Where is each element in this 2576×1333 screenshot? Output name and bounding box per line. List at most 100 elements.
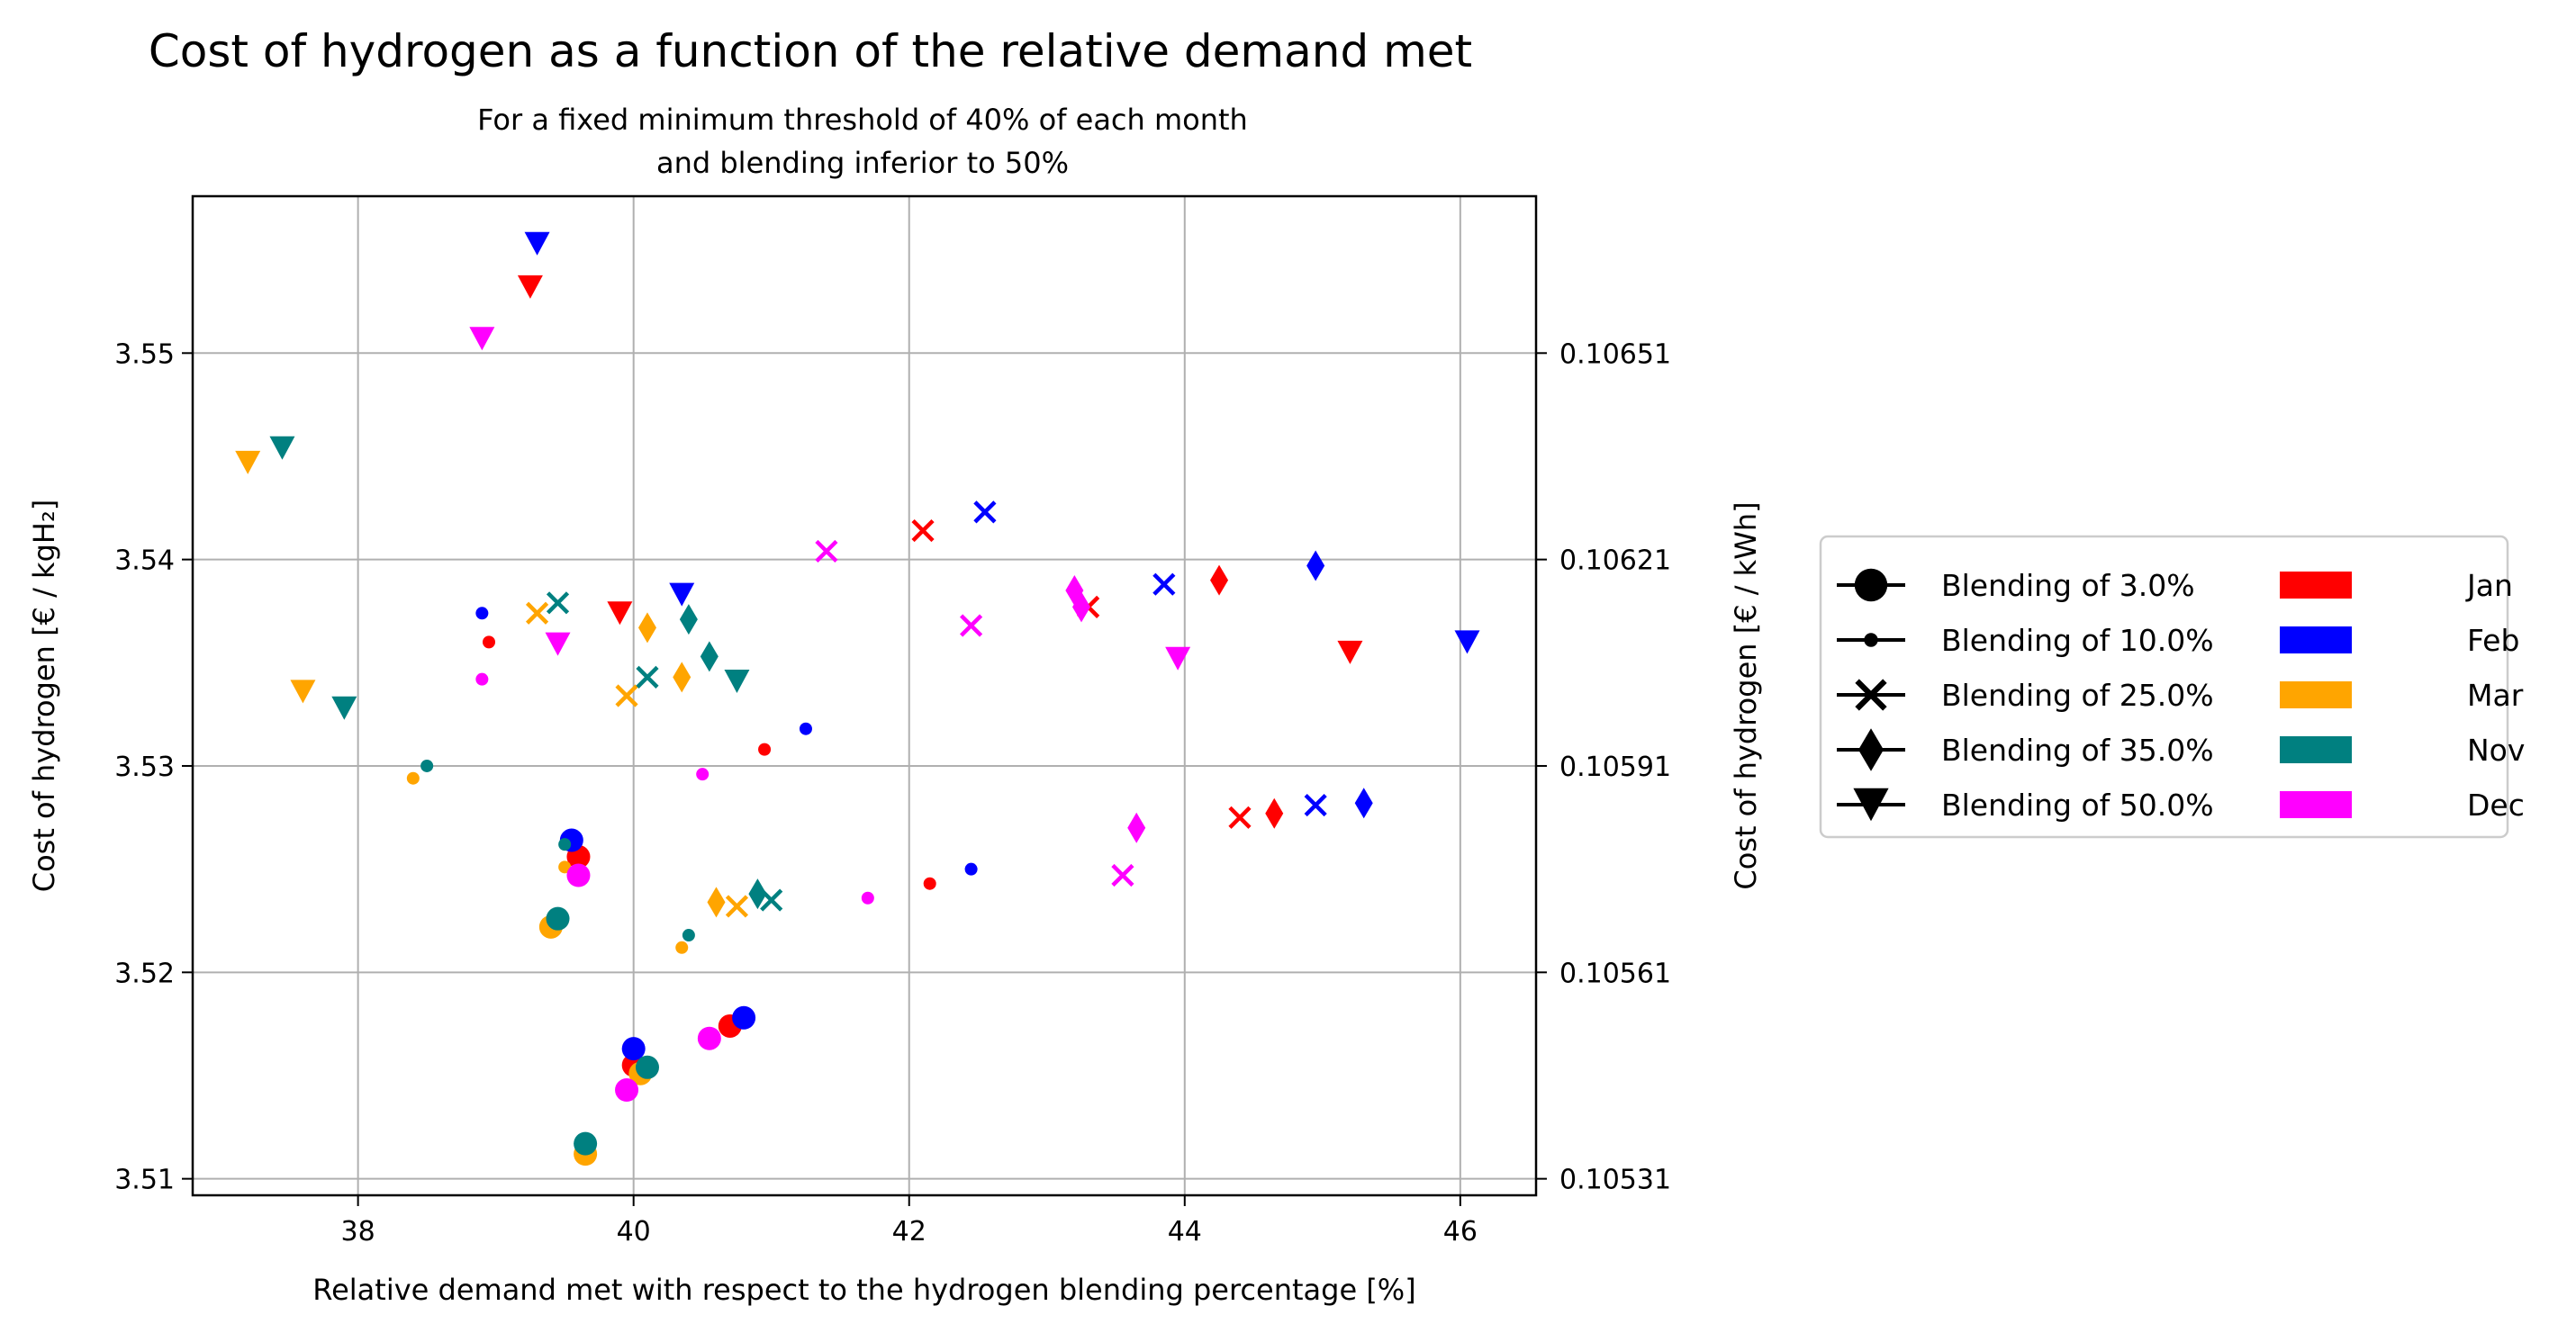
data-point-nov-diamond bbox=[748, 878, 767, 910]
data-point-jan-circle-small bbox=[758, 743, 772, 756]
data-point-feb-triangle-down bbox=[1454, 630, 1480, 654]
y2-axis-label: Cost of hydrogen [€ / kWh] bbox=[1729, 501, 1763, 889]
data-points bbox=[235, 231, 1480, 1166]
data-point-dec-diamond bbox=[1127, 812, 1146, 843]
legend-label: Blending of 50.0% bbox=[1941, 788, 2214, 823]
data-point-dec-x bbox=[815, 539, 838, 563]
data-point-mar-circle-small bbox=[675, 941, 689, 954]
data-point-jan-triangle-down bbox=[607, 601, 633, 626]
x-axis-label: Relative demand met with respect to the … bbox=[312, 1273, 1415, 1307]
grid-lines bbox=[193, 196, 1536, 1195]
data-point-nov-circle-small bbox=[420, 759, 434, 772]
legend-marker-diamond bbox=[1858, 728, 1884, 771]
data-point-feb-triangle-down bbox=[669, 582, 695, 607]
y-tick-label: 3.54 bbox=[114, 545, 175, 577]
data-point-dec-circle-large bbox=[566, 863, 591, 887]
y-tick-label: 3.55 bbox=[114, 338, 175, 370]
data-point-jan-diamond bbox=[1210, 564, 1229, 596]
data-point-jan-triangle-down bbox=[517, 275, 543, 299]
data-point-mar-x bbox=[615, 684, 638, 707]
data-point-nov-circle-large bbox=[546, 906, 570, 931]
legend-label: Blending of 3.0% bbox=[1941, 568, 2195, 603]
y-tick-label: 3.53 bbox=[114, 752, 175, 783]
data-point-nov-x bbox=[546, 591, 570, 615]
y-axis-label: Cost of hydrogen [€ / kgH₂] bbox=[27, 500, 61, 893]
data-point-feb-diamond bbox=[1306, 550, 1325, 581]
legend-marker-circle-large bbox=[1854, 568, 1888, 602]
legend: Blending of 3.0% Blending of 10.0% Blendin… bbox=[1819, 535, 2525, 839]
legend-swatch-dec bbox=[2280, 791, 2352, 818]
legend-swatch-nov bbox=[2280, 736, 2352, 763]
legend-swatch-mar bbox=[2280, 681, 2352, 708]
data-point-feb-circle-small bbox=[964, 862, 978, 876]
data-point-mar-circle-small bbox=[406, 771, 420, 785]
data-point-feb-circle-large bbox=[621, 1037, 646, 1061]
x-tick-label: 46 bbox=[1443, 1216, 1478, 1247]
legend-label: Blending of 10.0% bbox=[1941, 623, 2214, 658]
y2-tick-label: 0.10621 bbox=[1559, 545, 1671, 577]
data-point-jan-x bbox=[911, 518, 935, 543]
data-point-nov-x bbox=[636, 665, 659, 689]
data-point-jan-circle-small bbox=[923, 877, 936, 890]
legend-swatch-feb bbox=[2280, 626, 2352, 653]
data-point-feb-circle-large bbox=[732, 1005, 756, 1030]
legend-month-label: Nov bbox=[2467, 733, 2525, 768]
y-tick-label: 3.52 bbox=[114, 958, 175, 989]
data-point-nov-triangle-down bbox=[331, 696, 357, 720]
chart-subtitle-line-2: and blending inferior to 50% bbox=[656, 146, 1069, 180]
data-point-jan-circle-small bbox=[483, 635, 496, 649]
data-point-dec-circle-small bbox=[696, 768, 710, 781]
data-point-dec-circle-small bbox=[861, 891, 874, 905]
y2-tick-label: 0.10561 bbox=[1559, 958, 1671, 989]
data-point-mar-diamond bbox=[707, 887, 726, 918]
data-point-nov-circle-large bbox=[574, 1131, 598, 1156]
data-point-dec-circle-large bbox=[615, 1078, 639, 1103]
y2-tick-label: 0.10591 bbox=[1559, 752, 1671, 783]
data-point-mar-diamond bbox=[637, 612, 656, 644]
data-point-dec-triangle-down bbox=[469, 327, 495, 351]
legend-month-label: Dec bbox=[2467, 788, 2525, 823]
data-point-feb-x bbox=[1304, 793, 1327, 817]
data-point-mar-x bbox=[525, 601, 549, 625]
y-tick-label: 3.51 bbox=[114, 1165, 175, 1196]
data-point-jan-diamond bbox=[1265, 797, 1284, 829]
x-tick-label: 42 bbox=[892, 1216, 926, 1247]
x-tick-label: 44 bbox=[1168, 1216, 1202, 1247]
data-point-feb-diamond bbox=[1354, 788, 1373, 819]
plot-frame bbox=[191, 194, 1538, 1197]
data-point-dec-diamond bbox=[1072, 591, 1091, 623]
legend-marker-circle-small bbox=[1864, 633, 1878, 647]
data-point-nov-triangle-down bbox=[269, 436, 295, 460]
x-tick-label: 38 bbox=[341, 1216, 375, 1247]
data-point-jan-x bbox=[1228, 806, 1252, 829]
chart-title: Cost of hydrogen as a function of the re… bbox=[149, 25, 1472, 77]
data-point-mar-triangle-down bbox=[290, 680, 316, 704]
chart-subtitle-line-1: For a fixed minimum threshold of 40% of … bbox=[477, 103, 1248, 137]
legend-marker-x bbox=[1855, 679, 1887, 711]
legend-month-label: Jan bbox=[2465, 568, 2513, 603]
data-point-nov-diamond bbox=[700, 641, 719, 672]
y2-tick-label: 0.10651 bbox=[1559, 338, 1671, 370]
legend-month-label: Feb bbox=[2467, 623, 2519, 658]
data-point-mar-triangle-down bbox=[235, 450, 261, 474]
data-point-nov-circle-large bbox=[635, 1055, 659, 1079]
data-point-nov-circle-small bbox=[558, 838, 572, 851]
data-point-dec-x bbox=[959, 614, 983, 637]
data-point-nov-circle-small bbox=[682, 929, 695, 942]
data-point-nov-triangle-down bbox=[724, 669, 750, 693]
data-point-feb-x bbox=[1152, 572, 1176, 596]
axis-ticks: 38 40 42 44 46 3.51 3.52 3.53 3.54 3.55 0.10531 0.1… bbox=[114, 338, 1671, 1247]
x-tick-label: 40 bbox=[617, 1216, 651, 1247]
data-point-feb-x bbox=[973, 500, 997, 524]
data-point-dec-circle-small bbox=[475, 672, 489, 686]
legend-marker-triangle-down bbox=[1853, 788, 1889, 822]
data-point-dec-x bbox=[1111, 863, 1134, 887]
data-point-jan-triangle-down bbox=[1337, 640, 1363, 664]
legend-label: Blending of 35.0% bbox=[1941, 733, 2214, 768]
data-point-dec-triangle-down bbox=[1165, 646, 1191, 671]
data-point-dec-triangle-down bbox=[545, 632, 571, 656]
data-point-feb-triangle-down bbox=[524, 231, 550, 256]
data-point-mar-x bbox=[725, 895, 749, 918]
data-point-nov-diamond bbox=[679, 604, 698, 635]
